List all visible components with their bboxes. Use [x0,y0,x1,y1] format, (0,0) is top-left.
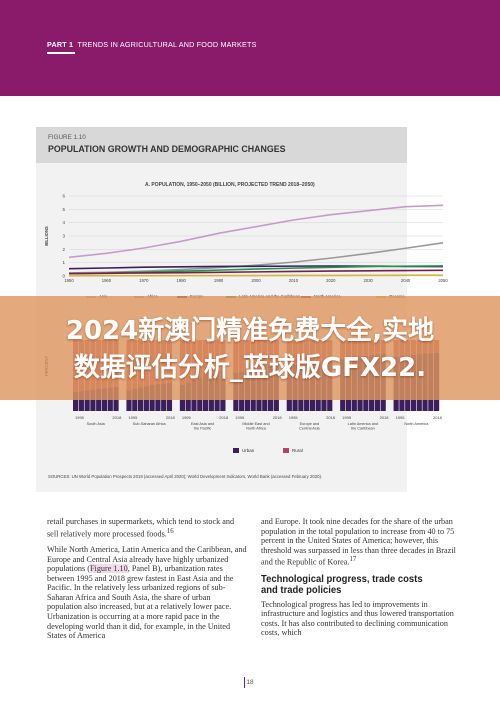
figure-label: FIGURE 1.10 [48,134,86,141]
group-label: East Asia and [191,422,214,426]
x-tick-label: 2018 [433,415,443,420]
x-tick-label: 1990 [214,278,224,283]
banner-line-2: 数据评估分析_蓝球版GFX22. [73,353,427,383]
y-tick-label: 3 [62,234,65,239]
x-tick-label: 2040 [401,278,411,283]
section-heading: Technological progress, trade costs and … [261,572,423,597]
banner-line-1: 2024新澳门精准免费大全,实地 [65,316,435,346]
paragraph: While North America, Latin America and t… [47,544,247,641]
x-tick-label: 2000 [251,278,261,283]
x-tick-label: 1995 [396,415,406,420]
group-label: the Pacific [194,427,212,431]
series-line-asia [68,204,444,259]
figure-reference-link[interactable]: Figure 1.10 [89,564,128,574]
series-line-north-america [68,269,444,275]
x-tick-label: 1960 [102,278,112,283]
y-tick-label: 0 [62,274,65,279]
figure-header [36,127,407,163]
x-tick-label: 1980 [177,278,187,283]
x-tick-label: 1995 [182,415,192,420]
y-axis-label: BILLIONS [44,226,49,246]
figure-source: SOURCES: UN World Population Prospects 2… [48,474,323,479]
x-tick-label: 1995 [128,415,138,420]
x-tick-label: 2018 [273,415,283,420]
bar-urban [126,390,132,411]
group-label: Europe and [300,422,320,426]
body-column-left: retail purchases in supermarkets, which … [47,517,247,647]
group-label: North America [404,422,429,426]
part-rule [47,52,75,54]
x-tick-label: 2010 [289,278,299,283]
y-tick-label: 1 [62,260,65,265]
line-chart-title: A. POPULATION, 1950–2050 (BILLION, PROJE… [145,182,315,188]
page-number: 18 [246,679,254,686]
bar-urban [90,389,96,411]
x-tick-label: 1950 [64,278,74,283]
x-tick-label: 2018 [219,415,229,420]
x-tick-label: 1995 [289,415,299,420]
x-tick-label: 2020 [326,278,336,283]
x-tick-label: 1995 [235,415,245,420]
x-tick-label: 2030 [364,278,374,283]
y-tick-label: 4 [62,220,65,225]
part-heading: PART 1 TRENDS IN AGRICULTURAL AND FOOD M… [47,40,257,49]
figure-title: POPULATION GROWTH AND DEMOGRAPHIC CHANGE… [48,144,286,155]
x-tick-label: 1995 [342,415,352,420]
x-tick-label: 2018 [380,415,390,420]
paragraph: retail purchases in supermarkets, which … [47,517,235,539]
y-tick-label: 5 [62,207,65,212]
header-band [0,0,500,96]
bar-urban [73,391,79,411]
x-tick-label: 2018 [326,415,336,420]
group-label: the Caribbean [351,427,375,431]
paragraph: Technological progress has led to improv… [261,599,454,638]
legend-urban: Urban [233,448,254,454]
group-label: Central Asia [299,427,320,431]
x-tick-label: 1970 [139,278,149,283]
paragraph: and Europe. It took nine decades for the… [261,517,456,568]
group-label: South Asia [87,422,106,426]
group-label: Latin America and [348,422,378,426]
x-tick-label: 2018 [166,415,176,420]
footer-bar [244,677,245,688]
group-label: North Africa [246,427,267,431]
overlay-banner [0,296,500,400]
x-tick-label: 2018 [112,415,122,420]
body-column-right: and Europe. It took nine decades for the… [261,517,461,644]
x-tick-label: 2050 [438,278,448,283]
bar-urban [84,390,90,411]
y-tick-label: 6 [62,194,65,199]
series-line-oceania [68,274,443,277]
x-tick-label: 1995 [75,415,85,420]
group-label: Sub-Saharan Africa [133,422,167,426]
legend-rural: Rural [283,448,303,454]
y-tick-label: 2 [62,247,65,252]
bar-urban [78,391,84,411]
series-line-africa [68,242,444,274]
population-line-chart: 0 1 2 3 4 5 6 1950 1960 1970 1980 1990 2000 2010 2020 2… [44,194,448,284]
group-label: Middle East and [242,422,269,426]
